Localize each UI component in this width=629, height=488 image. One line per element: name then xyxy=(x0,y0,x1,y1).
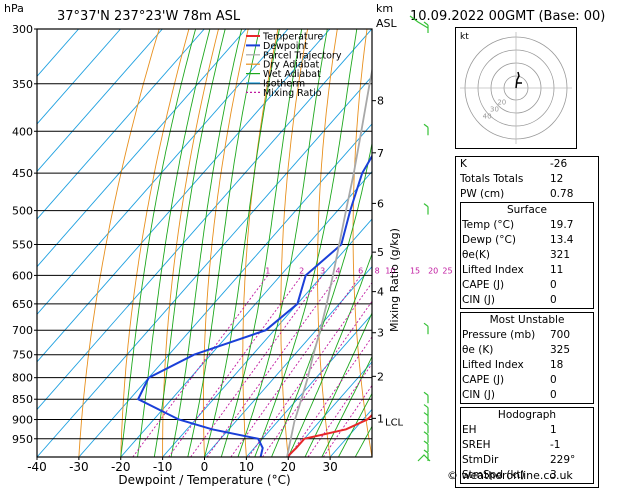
pressure-tick-label: 550 xyxy=(12,238,33,251)
surface-row: Temp (°C)19.7 xyxy=(461,218,593,233)
mu-row: Pressure (mb)700 xyxy=(461,328,593,343)
km-tick-label: 5 xyxy=(377,246,384,259)
wind-barb-flag xyxy=(424,124,428,127)
x-tick-label: -20 xyxy=(111,460,131,474)
x-tick-label: 30 xyxy=(322,460,337,474)
pressure-tick-label: 750 xyxy=(12,349,33,362)
km-tick-label: 6 xyxy=(377,197,384,210)
indices-panel: K -26 Totals Totals 12 PW (cm) 0.78 Surf… xyxy=(455,156,599,488)
legend-label: Mixing Ratio xyxy=(263,88,322,99)
x-tick-label: -10 xyxy=(153,460,173,474)
pressure-tick-label: 800 xyxy=(12,372,33,385)
mu-row: θe (K)325 xyxy=(461,343,593,358)
mixing-ratio-label: 4 xyxy=(336,266,341,275)
hodograph-unit: kt xyxy=(460,32,469,42)
wind-barb-flag xyxy=(424,392,428,395)
mixing-ratio-label: 3 xyxy=(320,266,325,275)
mixing-ratio-label: 25 xyxy=(442,266,452,275)
x-tick-label: 0 xyxy=(201,460,209,474)
wet-adiabat-line xyxy=(121,29,196,457)
mixing-ratio-label: 20 xyxy=(428,266,438,275)
wind-barb-flag xyxy=(424,405,428,408)
pressure-tick-label: 400 xyxy=(12,125,33,138)
copyright: © weatheronline.co.uk xyxy=(447,469,573,482)
surface-title: Surface xyxy=(461,203,593,218)
index-row-pw: PW (cm) 0.78 xyxy=(456,187,598,202)
dry-adiabat-line xyxy=(79,29,159,457)
pressure-tick-label: 700 xyxy=(12,324,33,337)
pressure-unit: hPa xyxy=(4,2,24,15)
mixing-ratio-label: 15 xyxy=(410,266,420,275)
km-tick-label: 2 xyxy=(377,370,384,383)
pressure-tick-label: 650 xyxy=(12,298,33,311)
pressure-tick-label: 900 xyxy=(12,414,33,427)
mu-row: CAPE (J)0 xyxy=(461,373,593,388)
mixing-ratio-label: 2 xyxy=(299,266,304,275)
mixing-ratio-label: 8 xyxy=(375,266,380,275)
surface-row: Dewp (°C)13.4 xyxy=(461,233,593,248)
km-unit: km xyxy=(376,2,393,15)
location-label: 37°37'N 237°23'W 78m ASL xyxy=(57,9,241,24)
lcl-label: LCL xyxy=(385,418,404,429)
pressure-tick-label: 600 xyxy=(12,269,33,282)
surface-box: Surface Temp (°C)19.7 Dewp (°C)13.4 θe(K… xyxy=(460,202,594,309)
surface-row: CAPE (J)0 xyxy=(461,278,593,293)
index-row-k: K -26 xyxy=(456,157,598,172)
km-tick-label: 4 xyxy=(377,286,384,299)
x-tick-label: -30 xyxy=(69,460,89,474)
dry-adiabat-line xyxy=(353,29,372,457)
datetime-label: 10.09.2022 00GMT (Base: 00) xyxy=(410,9,605,24)
x-tick-label: 20 xyxy=(281,460,296,474)
x-axis-title: Dewpoint / Temperature (°C) xyxy=(118,473,290,486)
plot-frame xyxy=(37,29,372,457)
x-tick-label: 10 xyxy=(239,460,254,474)
hodograph-table-title: Hodograph xyxy=(461,408,593,423)
km-tick-label: 1 xyxy=(377,412,384,425)
hodograph-trace xyxy=(516,72,519,88)
pressure-tick-label: 850 xyxy=(12,393,33,406)
hodograph-ring-label: 40 xyxy=(483,112,492,120)
index-row-totals: Totals Totals 12 xyxy=(456,172,598,187)
km-tick-label: 7 xyxy=(377,147,384,160)
pressure-tick-label: 350 xyxy=(12,78,33,91)
most-unstable-title: Most Unstable xyxy=(461,313,593,328)
hodo-row: SREH-1 xyxy=(461,438,593,453)
pressure-tick-label: 300 xyxy=(12,23,33,36)
most-unstable-box: Most Unstable Pressure (mb)700 θe (K)325… xyxy=(460,312,594,404)
pressure-tick-label: 450 xyxy=(12,167,33,180)
pressure-tick-label: 950 xyxy=(12,433,33,446)
copyright-text: © weatheronline.co.uk xyxy=(447,469,573,482)
mixing-ratio-axis-title: Mixing Ratio (g/kg) xyxy=(388,228,401,332)
km-tick-label: 3 xyxy=(377,327,384,340)
wet-adiabat-line xyxy=(188,29,260,457)
dry-adiabat-line xyxy=(421,29,456,457)
km-tick-label: 8 xyxy=(377,95,384,108)
mu-row: CIN (J)0 xyxy=(461,388,593,403)
mixing-ratio-label: 6 xyxy=(358,266,363,275)
asl-label: ASL xyxy=(376,17,398,30)
isotherm-line xyxy=(37,29,414,457)
dry-adiabat-line xyxy=(605,29,629,457)
mixing-ratio-label: 1 xyxy=(265,266,270,275)
x-tick-label: -40 xyxy=(27,460,47,474)
wind-barb-flag xyxy=(424,204,428,207)
surface-row: θe(K)321 xyxy=(461,248,593,263)
surface-row: CIN (J)0 xyxy=(461,293,593,308)
pressure-tick-label: 500 xyxy=(12,205,33,218)
wind-barb-flag xyxy=(424,323,428,326)
